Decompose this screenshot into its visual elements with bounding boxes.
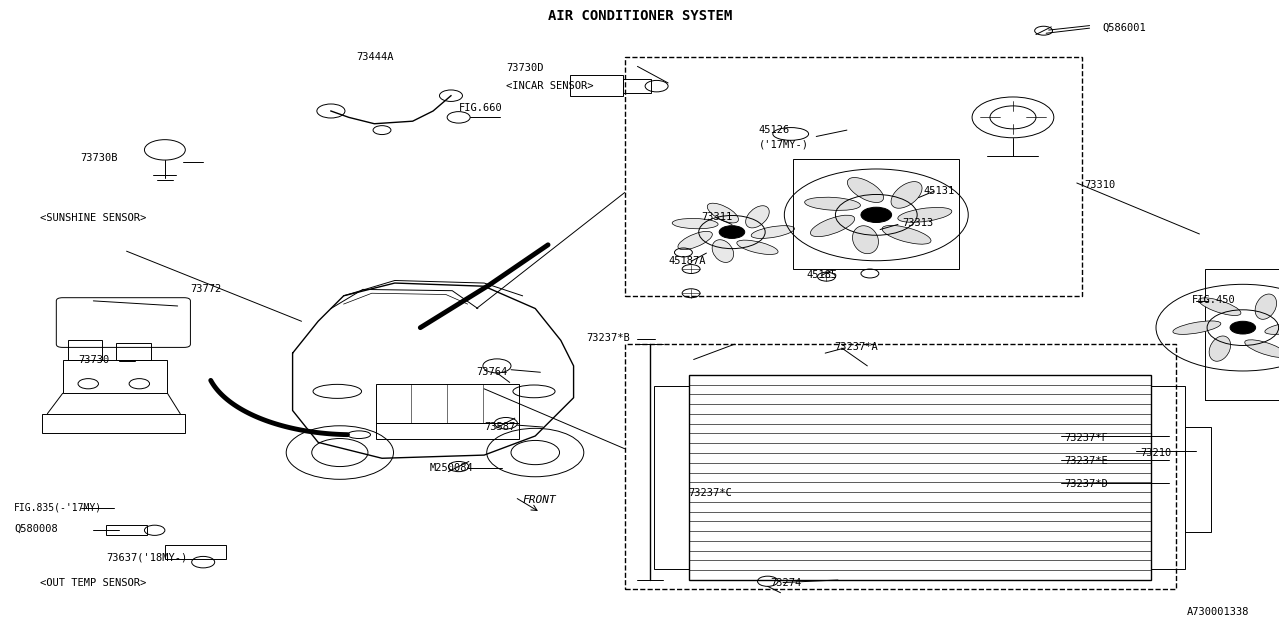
Text: 73730: 73730 — [78, 355, 109, 365]
Circle shape — [719, 226, 745, 239]
Ellipse shape — [810, 215, 855, 237]
Text: 73274: 73274 — [771, 577, 801, 588]
Ellipse shape — [1244, 340, 1280, 357]
Ellipse shape — [737, 240, 778, 255]
Text: AIR CONDITIONER SYSTEM: AIR CONDITIONER SYSTEM — [548, 9, 732, 23]
Text: M250084: M250084 — [429, 463, 474, 473]
Bar — [106, 525, 147, 536]
Text: 73237*F: 73237*F — [1064, 433, 1107, 443]
Text: <INCAR SENSOR>: <INCAR SENSOR> — [506, 81, 594, 90]
Text: FIG.450: FIG.450 — [1192, 294, 1235, 305]
Bar — [794, 159, 959, 269]
Text: 73237*D: 73237*D — [1064, 479, 1107, 490]
Bar — [623, 79, 652, 93]
Ellipse shape — [751, 226, 795, 239]
Bar — [42, 413, 186, 433]
Text: 73237*E: 73237*E — [1064, 456, 1107, 467]
Text: 73237*A: 73237*A — [835, 342, 878, 352]
Ellipse shape — [847, 177, 883, 202]
Text: FIG.660: FIG.660 — [458, 104, 502, 113]
Text: 73444A: 73444A — [356, 52, 394, 63]
Ellipse shape — [1199, 298, 1240, 316]
Text: ('17MY-): ('17MY-) — [759, 140, 809, 150]
Bar — [165, 545, 227, 559]
Bar — [1151, 387, 1185, 568]
Bar — [1185, 427, 1211, 532]
Bar — [68, 340, 102, 360]
Text: Q580008: Q580008 — [14, 524, 58, 534]
Bar — [63, 360, 168, 394]
Text: 73237*C: 73237*C — [689, 488, 732, 499]
Ellipse shape — [852, 226, 878, 253]
Bar — [570, 76, 623, 96]
Text: 73311: 73311 — [701, 212, 732, 222]
Bar — [1204, 269, 1280, 399]
Bar — [625, 57, 1082, 296]
Ellipse shape — [712, 240, 733, 262]
Circle shape — [1230, 321, 1256, 334]
Ellipse shape — [1172, 321, 1221, 334]
Text: 73237*B: 73237*B — [586, 333, 630, 343]
Text: 73637('18MY-): 73637('18MY-) — [106, 552, 187, 562]
Ellipse shape — [708, 204, 739, 223]
Text: 45187A: 45187A — [668, 257, 705, 266]
Ellipse shape — [1210, 336, 1230, 361]
Bar — [625, 344, 1176, 589]
Text: <OUT TEMP SENSOR>: <OUT TEMP SENSOR> — [40, 577, 146, 588]
Ellipse shape — [882, 225, 931, 244]
Text: FRONT: FRONT — [522, 495, 557, 505]
Bar — [375, 423, 518, 439]
Ellipse shape — [1256, 294, 1276, 319]
Bar — [654, 387, 689, 568]
Text: 45126: 45126 — [759, 125, 790, 135]
Text: 73772: 73772 — [191, 284, 221, 294]
Ellipse shape — [746, 205, 769, 228]
Ellipse shape — [678, 232, 713, 250]
Text: 45131: 45131 — [924, 186, 955, 196]
Ellipse shape — [805, 197, 860, 211]
Text: Q586001: Q586001 — [1102, 23, 1146, 33]
Ellipse shape — [672, 218, 718, 228]
Text: 73587: 73587 — [484, 422, 516, 432]
Bar — [116, 343, 151, 360]
Bar — [689, 375, 1151, 580]
Text: <SUNSHINE SENSOR>: <SUNSHINE SENSOR> — [40, 213, 146, 223]
Text: A730001338: A730001338 — [1187, 607, 1249, 617]
Ellipse shape — [891, 182, 922, 208]
Text: 73210: 73210 — [1140, 447, 1172, 458]
Text: 73730B: 73730B — [81, 152, 118, 163]
Bar — [375, 384, 518, 423]
Text: FIG.835(-'17MY): FIG.835(-'17MY) — [14, 503, 102, 513]
Circle shape — [861, 207, 892, 223]
Ellipse shape — [1265, 321, 1280, 334]
Text: 73730D: 73730D — [506, 63, 544, 74]
Text: 73310: 73310 — [1084, 180, 1116, 190]
Text: 45185: 45185 — [806, 270, 837, 280]
Text: 73764: 73764 — [476, 367, 508, 377]
Ellipse shape — [897, 207, 952, 222]
Text: 73313: 73313 — [902, 218, 933, 228]
